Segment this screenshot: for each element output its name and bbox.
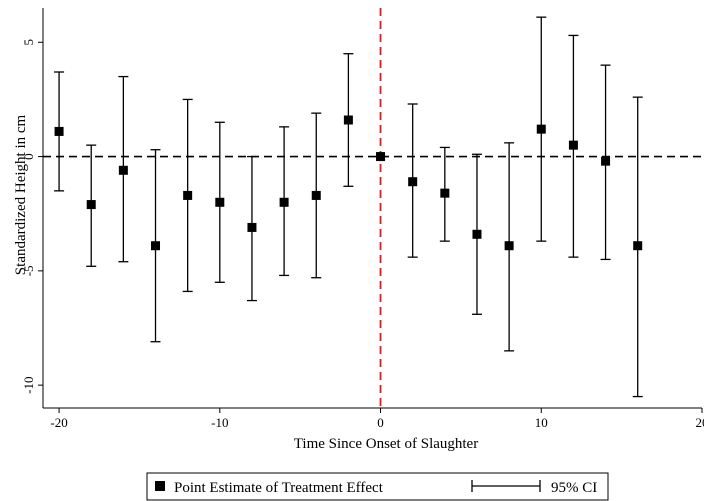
point-estimate-marker	[440, 188, 450, 198]
x-tick-label: -10	[211, 415, 228, 430]
x-tick-label: 10	[535, 415, 548, 430]
x-tick-label: 0	[377, 415, 384, 430]
point-estimate-marker	[568, 140, 578, 150]
point-estimate-marker	[504, 241, 514, 251]
legend-ci-label: 95% CI	[551, 480, 597, 496]
y-tick-label: 0	[21, 153, 36, 160]
point-estimate-marker	[536, 124, 546, 134]
plot-area	[43, 8, 702, 408]
point-estimate-marker	[151, 241, 161, 251]
point-estimate-marker	[311, 190, 321, 200]
point-estimate-marker	[247, 222, 257, 232]
point-estimate-marker	[343, 115, 353, 125]
point-estimate-marker	[601, 156, 611, 166]
point-estimate-marker	[279, 197, 289, 207]
x-axis-label: Time Since Onset of Slaughter	[294, 436, 478, 452]
axes: 5 0 -5 -10 -20 -10 0 10 20	[21, 8, 704, 430]
legend-point-marker	[155, 481, 165, 491]
y-tick-label: -10	[21, 376, 36, 393]
point-estimate-marker	[118, 165, 128, 175]
point-estimate-marker	[215, 197, 225, 207]
point-estimate-marker	[376, 152, 386, 162]
point-estimate-marker	[408, 177, 418, 187]
legend-point-label: Point Estimate of Treatment Effect	[174, 480, 384, 496]
y-tick-label: 5	[21, 39, 36, 46]
y-tick-label: -5	[21, 265, 36, 276]
x-tick-label: 20	[696, 415, 704, 430]
point-estimate-marker	[183, 190, 193, 200]
point-estimate-marker	[54, 126, 64, 136]
y-axis-label: Standardized Height in cm	[13, 114, 29, 275]
point-estimate-marker	[472, 229, 482, 239]
x-tick-label: -20	[50, 415, 67, 430]
point-estimate-marker	[633, 241, 643, 251]
point-estimate-marker	[86, 200, 96, 210]
legend: Point Estimate of Treatment Effect 95% C…	[146, 472, 609, 501]
